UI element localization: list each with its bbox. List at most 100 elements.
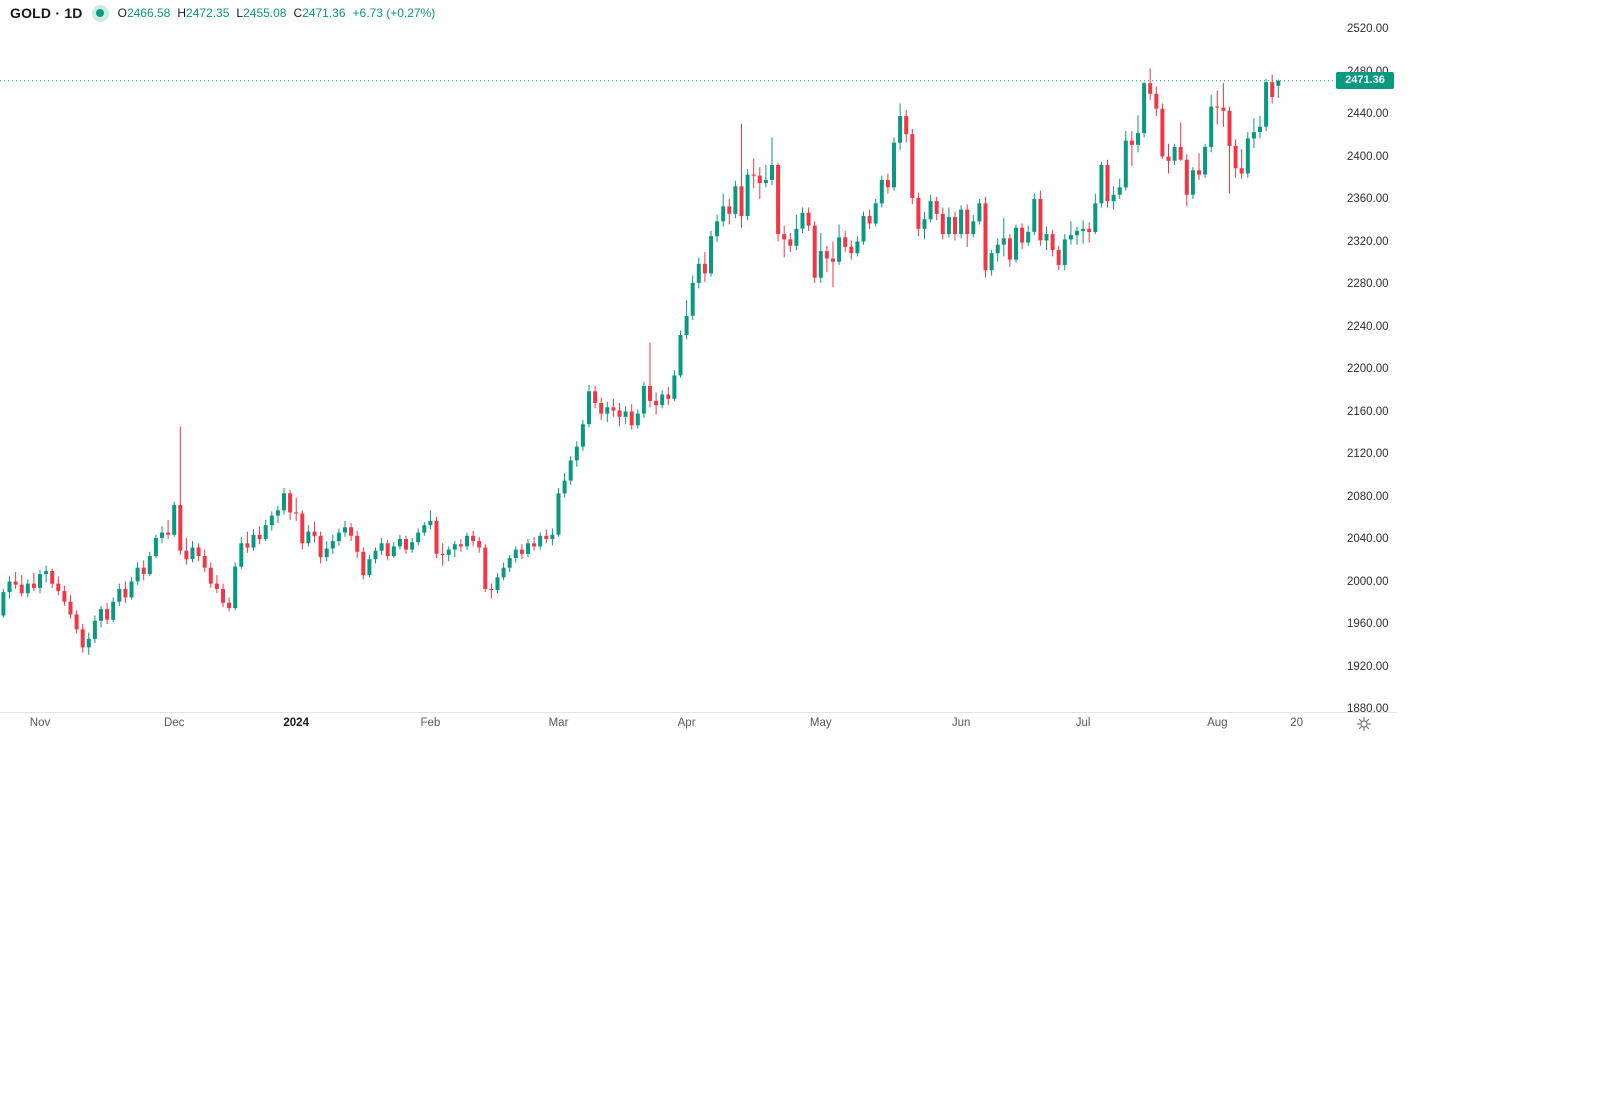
candle-body [190,547,195,560]
price-tick-label: 1960.00 [1347,618,1389,630]
time-tick-label: Dec [163,717,185,729]
candle-body [550,534,555,540]
candle-body [336,532,341,542]
candle-body [611,407,616,411]
candle-body [25,583,30,594]
candle-body [684,315,689,335]
candle-body [574,446,579,461]
candle-body [1245,138,1250,174]
current-price-label: 2471.36 [1336,72,1394,90]
candle-body [867,216,872,224]
candle-body [275,510,280,516]
price-axis[interactable]: 2520.002480.002440.002400.002360.002320.… [0,0,1400,715]
candle-body [770,165,774,180]
candle-body [221,588,225,603]
candle-body [843,237,848,247]
candle-body [526,543,530,554]
time-axis[interactable]: Nov Dec 2024 Feb Mar Apr May Jun Jul Aug 20 [0,713,1400,735]
candle-body [86,638,91,648]
candle-body [690,282,695,316]
time-tick-label: Nov [29,717,51,729]
candle-body [361,551,366,576]
candle-body [513,549,518,559]
candle-body [458,544,463,547]
time-tick-label: May [809,717,832,729]
candle-body [544,535,549,539]
candle-body [367,559,372,576]
candle-body [1209,106,1214,147]
candle-body [831,258,835,262]
candle-body [1123,140,1128,188]
candle-body [1178,146,1183,160]
candle-body [824,251,829,259]
candle-body [782,234,787,240]
candle-body [1032,199,1037,232]
candle-body [1197,170,1201,175]
symbol-title[interactable]: GOLD · 1D [10,5,83,21]
chart-settings-button[interactable] [1355,715,1373,733]
candle-body [660,394,665,406]
price-tick-label: 2400.00 [1347,150,1389,163]
ohlc-item: O2466.58 [117,6,171,20]
candle-body [80,629,85,648]
candle-body [50,570,55,584]
candle-body [318,535,323,558]
candle-body [1056,250,1061,265]
candle-body [715,221,720,237]
candle-body [953,217,957,235]
candle-body [946,217,951,235]
ohlc-item: H2472.35 [177,6,230,20]
candle-body [959,209,964,234]
candle-body [507,558,512,568]
data-source-icon[interactable] [91,4,109,22]
candle-body [172,505,177,535]
candle-body [1050,234,1055,250]
candle-body [916,197,921,229]
candle-body [135,567,140,582]
candle-body [1129,140,1134,145]
candle-body [117,588,122,602]
candle-body [593,391,598,403]
candle-body [898,116,903,143]
candle-body [312,531,317,536]
candle-body [428,520,433,526]
candle-body [397,539,402,547]
candle-body [928,201,933,220]
candle-body [1160,108,1165,157]
candle-body [940,213,945,235]
candle-body [727,206,732,214]
time-tick-label: 20 [1290,717,1303,729]
candle-body [385,543,390,557]
candle-body [233,566,238,608]
candle-body [38,574,42,588]
candle-body [68,601,73,615]
candle-body [806,212,811,226]
candle-body [1117,187,1122,195]
time-axis-separator [0,712,1397,713]
price-tick-label: 2360.00 [1347,193,1389,205]
candle-body [1038,199,1043,241]
candlestick-chart[interactable] [0,0,1400,712]
candle-body [696,263,701,283]
candle-body [678,335,683,376]
candle-body [989,253,994,271]
candle-body [587,391,591,425]
candle-body [1251,132,1256,139]
candle-body [416,532,421,543]
candle-body [757,175,762,183]
candle-body [257,534,262,540]
candle-body [92,620,97,639]
candle-body [892,142,896,188]
candle-body [733,186,738,214]
ohlc-item: C2471.36 [293,6,346,20]
candle-body [1014,227,1018,260]
price-tick-label: 1920.00 [1347,660,1389,673]
candle-body [324,548,329,558]
candle-body [751,174,756,176]
candle-body [141,567,146,575]
candle-body [1099,165,1104,204]
candle-body [44,570,49,575]
candle-body [580,424,585,447]
candle-body [654,400,659,406]
candle-body [983,203,988,271]
